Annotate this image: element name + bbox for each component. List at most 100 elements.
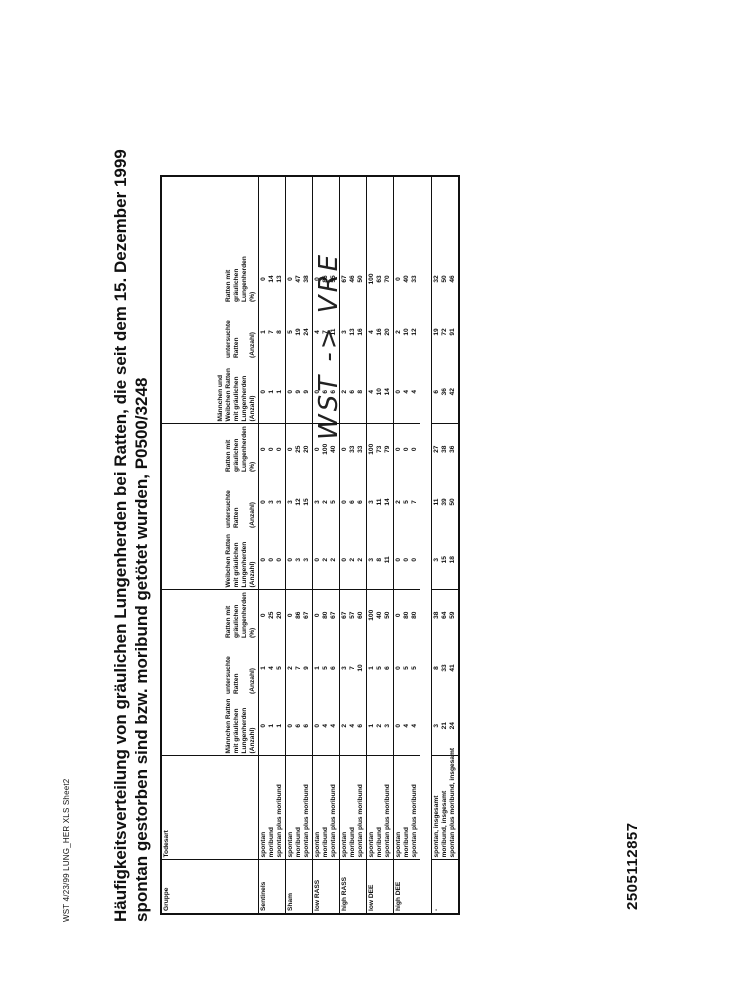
value: 12	[295, 498, 302, 506]
group-name: Sentinels	[258, 860, 286, 914]
value: 1	[314, 666, 321, 670]
value: 2	[330, 557, 337, 562]
todesart-line: spontan plus moribund	[303, 784, 310, 858]
value: 100	[322, 443, 329, 455]
value: 0	[287, 723, 294, 728]
value: 0	[287, 613, 294, 618]
value: 7	[322, 330, 329, 334]
value: 0	[268, 557, 275, 562]
value: 41	[449, 664, 456, 672]
value: 6	[295, 723, 302, 728]
todesart-line: moribund	[268, 827, 275, 858]
value: 0	[395, 277, 402, 281]
todesart-line: spontan	[368, 831, 375, 858]
value: 50	[357, 275, 364, 283]
value: 8	[376, 557, 383, 562]
value: 3	[384, 723, 391, 728]
value-cell-w-unt: 3 12 15	[285, 474, 313, 530]
table-body: Sentinels spontan moribund spontan plus mor…	[258, 176, 459, 914]
value: 47	[295, 275, 302, 283]
value-cell-mw-unt: 4 7 11	[312, 304, 340, 360]
value-cell-mw-unt: 3 13 16	[339, 304, 367, 360]
value: 6	[349, 500, 356, 504]
value: 0	[341, 500, 348, 504]
group-name: low DEE	[366, 860, 394, 914]
value-cell-mw-rats: 6 36 42	[431, 360, 459, 424]
value: 4	[403, 389, 410, 394]
value-cell-mw-pct: 0 40 33	[393, 254, 420, 304]
group-name: low RASS	[312, 860, 340, 914]
spacer-cell	[393, 176, 420, 254]
value: 4	[368, 389, 375, 394]
value-cell-w-pct: 0 33 33	[339, 424, 367, 474]
value: 3	[433, 557, 440, 562]
todesart-line: spontan plus moribund	[330, 784, 337, 858]
value: 80	[403, 611, 410, 619]
value: 19	[295, 328, 302, 336]
value: 6	[384, 666, 391, 670]
value: 15	[303, 498, 310, 506]
value: 5	[376, 666, 383, 670]
value: 8	[357, 389, 364, 394]
value: 9	[303, 666, 310, 670]
value: 7	[268, 330, 275, 334]
value: 6	[433, 389, 440, 394]
todesart-line: spontan plus moribund	[384, 784, 391, 858]
value: 5	[403, 666, 410, 670]
todesart-cell: spontan moribund spontan plus moribund	[258, 756, 286, 860]
data-table: Gruppe Todesart Männchen Ratten mit gräu…	[160, 175, 460, 915]
value-cell-m-pct: 0 80 67	[312, 590, 340, 640]
value: 4	[411, 389, 418, 394]
value: 2	[376, 723, 383, 728]
value: 3	[433, 723, 440, 728]
value: 7	[295, 666, 302, 670]
value-cell-mw-pct: 0 14 13	[258, 254, 286, 304]
spacer-cell	[258, 176, 286, 254]
todesart-cell: spontan moribund spontan plus moribund	[312, 756, 340, 860]
value: 36	[441, 388, 448, 396]
value: 2	[322, 500, 329, 504]
value-cell-mw-pct: 0 86 55	[312, 254, 340, 304]
todesart-line: moribund, insgesamt	[441, 790, 448, 858]
value: 25	[295, 445, 302, 453]
todesart-line: spontan	[395, 831, 402, 858]
value: 0	[395, 723, 402, 728]
value: 40	[330, 445, 337, 453]
value: 0	[403, 447, 410, 452]
value-cell-m-unt: 3 7 10	[339, 640, 367, 696]
value: 3	[303, 557, 310, 562]
value: 67	[341, 611, 348, 619]
todesart-line: moribund	[349, 827, 356, 858]
value: 6	[322, 389, 329, 394]
value: 1	[268, 723, 275, 728]
value: 4	[330, 723, 337, 728]
value: 0	[260, 723, 267, 728]
value: 0	[411, 447, 418, 452]
table-row: Sentinels spontan moribund spontan plus mor…	[258, 176, 286, 914]
value: 9	[295, 389, 302, 394]
value: 0	[314, 557, 321, 562]
value: 15	[441, 556, 448, 564]
value: 3	[341, 330, 348, 334]
value: 86	[322, 275, 329, 283]
value: 0	[260, 557, 267, 562]
value: 0	[314, 723, 321, 728]
value: 6	[303, 723, 310, 728]
value: 0	[276, 447, 283, 452]
col-header-w-unt: untersuchte Ratten (Anzahl)	[161, 474, 259, 530]
col-header-w-pct: Ratten mit gräulichen Lungenherden (%)	[161, 424, 259, 474]
todesart-line: spontan	[341, 831, 348, 858]
value: 16	[376, 328, 383, 336]
value: 11	[433, 498, 440, 506]
value: 13	[349, 328, 356, 336]
value: 0	[287, 389, 294, 394]
value: 5	[330, 500, 337, 504]
